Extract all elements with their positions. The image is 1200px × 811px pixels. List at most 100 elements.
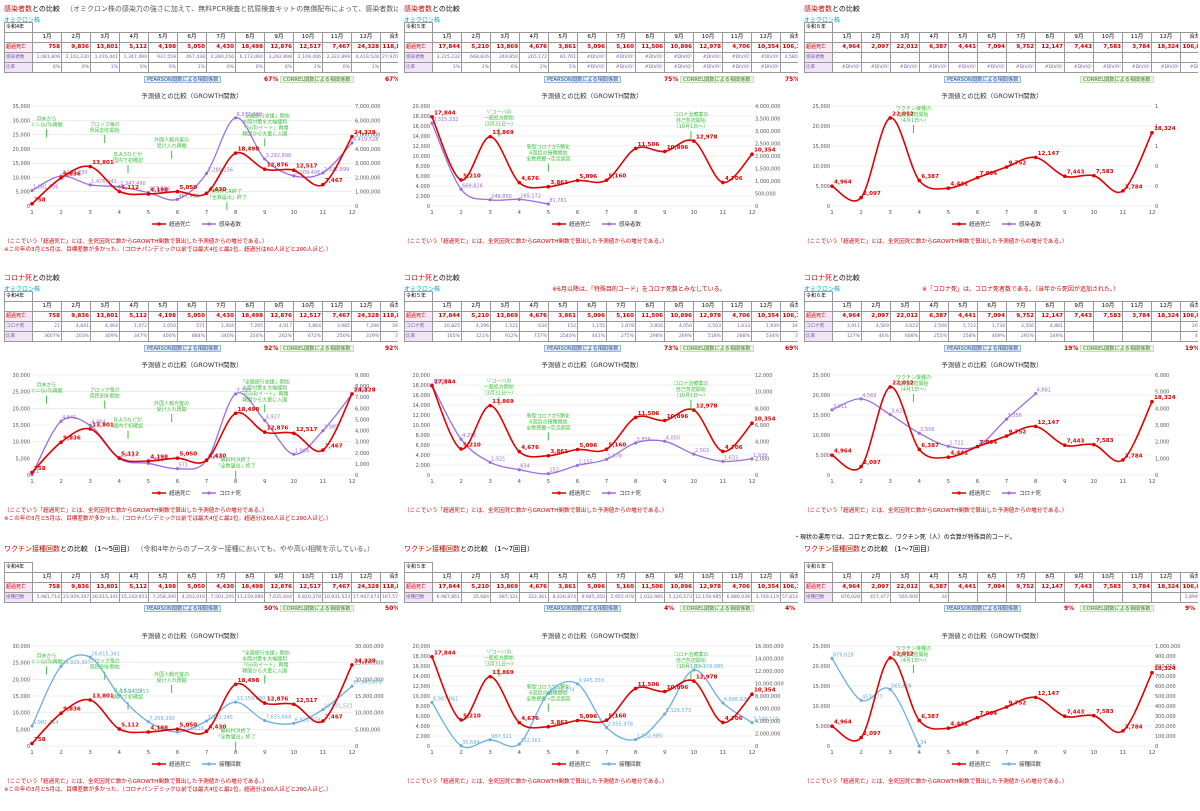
month-header: 6月 xyxy=(977,32,1007,43)
x-tick-label: 3 xyxy=(88,210,92,216)
empty-cell xyxy=(665,563,694,573)
annotation-text: コロナ治療薬の xyxy=(673,651,708,658)
series-excess-point xyxy=(1033,424,1038,429)
series-excess-point xyxy=(233,682,238,687)
series-compare-label: 5,126,573 xyxy=(666,708,691,714)
ratio-cell: #DIV/0! xyxy=(977,62,1007,73)
compare-cell: 1,032,985 xyxy=(635,592,665,603)
excess-cell: 758 xyxy=(32,42,62,53)
month-header: 6月 xyxy=(177,301,207,312)
x-tick-label: 9 xyxy=(1063,479,1067,485)
line-chart: 予測値との比較（GROWTH関数） 0 5,000 10,000 15,000 20,00… xyxy=(813,91,1176,228)
x-tick-label: 12 xyxy=(349,479,356,485)
header-blank xyxy=(404,32,433,43)
compare-row-label: 感染者数 xyxy=(404,52,433,63)
series-compare-point xyxy=(488,460,492,464)
series-compare-point xyxy=(321,429,325,433)
empty-cell xyxy=(265,563,294,573)
series-excess-point xyxy=(1150,399,1154,404)
month-header: 8月 xyxy=(635,32,665,43)
y-tick-label: 0 xyxy=(827,744,830,750)
series-excess-label: 7,094 xyxy=(979,440,997,446)
excess-cell: 7,583 xyxy=(1093,582,1123,593)
series-compare-label: 2,102,230 xyxy=(62,170,87,176)
series-excess-point xyxy=(30,741,34,746)
ratio-cell: 340% xyxy=(206,331,236,342)
ratio-cell: #DIV/0! xyxy=(751,62,781,73)
y-tick-label: 0 xyxy=(27,204,30,210)
series-excess-label: 3,784 xyxy=(1125,724,1143,730)
excess-cell: 106,156 xyxy=(780,311,798,322)
x-tick-label: 12 xyxy=(749,750,756,756)
series-excess-point xyxy=(517,180,522,185)
y2-tick-label: 4,000 xyxy=(355,429,369,435)
empty-cell xyxy=(978,292,1007,302)
empty-cell xyxy=(1036,563,1065,573)
x-tick-label: 5 xyxy=(947,479,951,485)
month-header: 11月 xyxy=(722,301,752,312)
compare-cell: 9,945,350 xyxy=(577,592,607,603)
series-compare-label: 1,878 xyxy=(608,453,622,459)
annotation-text: 「全数届出」終了 xyxy=(216,734,256,741)
correl-label: CORREL関数による相関係数 xyxy=(680,76,754,83)
correl-label: CORREL関数による相関係数 xyxy=(1080,345,1154,352)
pearson-value: 50% xyxy=(264,605,279,612)
series-excess-point xyxy=(604,178,609,182)
pearson-label: PEARSON関数による相関係数 xyxy=(544,345,622,352)
excess-cell: 12,517 xyxy=(293,311,323,322)
era-label: オミクロン株 xyxy=(804,17,841,24)
compare-cell: 3,856 xyxy=(635,321,665,332)
series-excess-line xyxy=(831,117,1153,202)
y-tick-label: 5,000 xyxy=(816,453,830,459)
y2-tick-label: 0 xyxy=(755,473,758,479)
x-tick-label: 11 xyxy=(719,479,726,485)
y2-tick-label: 1 xyxy=(1155,144,1158,150)
series-compare-label: 4,419,528 xyxy=(353,137,378,143)
ratio-cell: 441% xyxy=(577,331,607,342)
empty-cell xyxy=(433,292,462,302)
series-compare-label: 4,050 xyxy=(666,435,680,441)
y-tick-label: 14,000 xyxy=(413,403,431,409)
x-tick-label: 7 xyxy=(1005,210,1009,216)
month-header: 12月 xyxy=(751,572,781,583)
empty-cell xyxy=(833,292,862,302)
empty-cell xyxy=(694,563,723,573)
series-compare-label: 1,347,490 xyxy=(120,181,145,187)
series-excess-label: 4,964 xyxy=(834,449,852,455)
y2-tick-label: 200,000 xyxy=(1155,724,1176,730)
series-excess-point xyxy=(146,730,151,734)
empty-cell xyxy=(781,563,799,573)
empty-cell xyxy=(578,292,607,302)
excess-row: 超過死亡 17,844 5,210 13,869 4,676 3,861 5,096 5,16… xyxy=(404,42,798,53)
compare-cell: 876,028 xyxy=(832,592,862,603)
x-tick-label: 9 xyxy=(663,750,667,756)
series-excess-point xyxy=(488,403,492,408)
excess-cell: 12,147 xyxy=(1035,311,1065,322)
month-header: 2月 xyxy=(861,572,891,583)
month-header: 3月 xyxy=(490,32,520,43)
excess-row-label: 超過死亡 xyxy=(804,311,833,322)
x-tick-label: 8 xyxy=(1034,479,1038,485)
series-excess-label: 3,784 xyxy=(1125,184,1143,190)
compare-cell: 0 xyxy=(1180,52,1198,63)
series-compare-point xyxy=(117,185,121,189)
x-tick-label: 5 xyxy=(147,750,151,756)
y-tick-label: 10,000 xyxy=(13,175,31,181)
excess-row: 超過死亡 758 9,836 13,801 5,112 4,198 5,050 4,430 18… xyxy=(4,42,398,53)
x-tick-label: 5 xyxy=(547,479,551,485)
compare-cell: 1,939 xyxy=(751,321,781,332)
y2-tick-label: 0 xyxy=(1155,473,1158,479)
month-header: 合計 xyxy=(1180,32,1198,43)
series-excess-label: 4,706 xyxy=(725,445,743,451)
excess-row: 超過死亡 17,844 5,210 13,869 4,676 3,861 5,096 5,16… xyxy=(404,582,798,593)
ratio-cell: 1% xyxy=(351,62,381,73)
data-table: 令和５年1月2月3月4月5月6月7月8月9月10月11月12月合計超過死亡17,… xyxy=(404,22,798,73)
x-tick-label: 12 xyxy=(349,750,356,756)
ratio-cell: 347% xyxy=(119,331,149,342)
excess-cell: 4,706 xyxy=(722,42,752,53)
era-label: オミクロン株 xyxy=(4,286,41,293)
empty-cell xyxy=(949,23,978,33)
year-cell: 令和６年 xyxy=(804,291,833,302)
empty-cell xyxy=(1123,292,1152,302)
x-tick-label: 3 xyxy=(888,479,892,485)
